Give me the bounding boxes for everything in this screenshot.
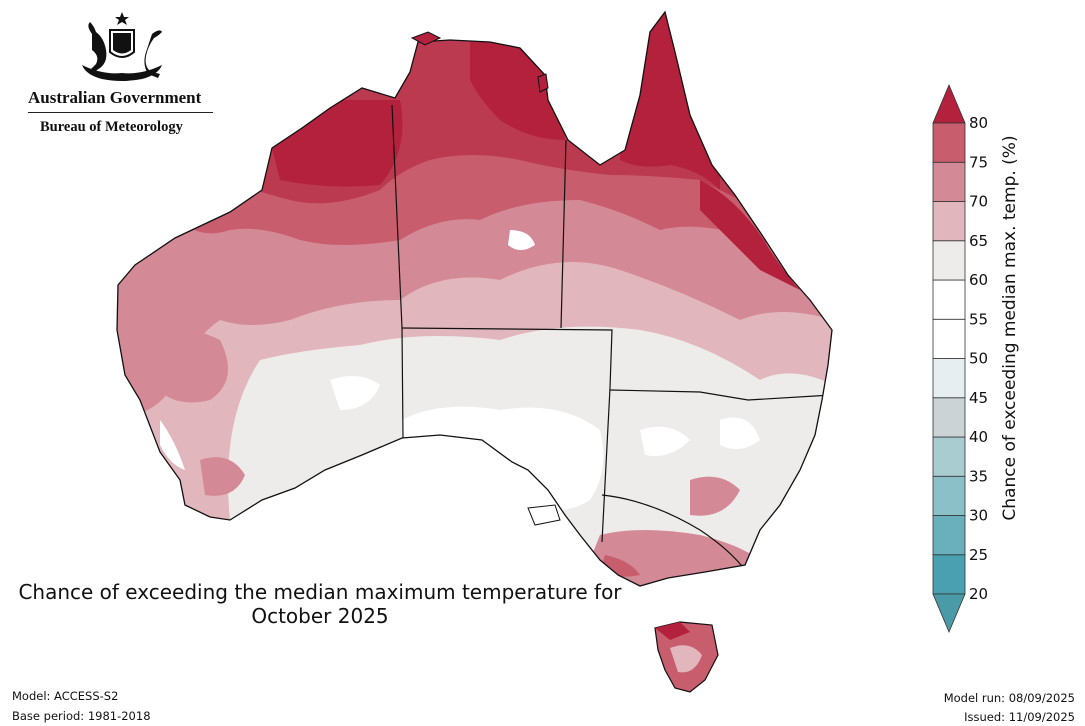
model-label: Model: ACCESS-S2	[12, 689, 119, 703]
colorbar-tick-label: 20	[969, 585, 988, 603]
colorbar-segment	[932, 279, 966, 320]
colorbar-low-arrow	[932, 593, 966, 634]
colorbar-tick-label: 40	[969, 428, 988, 446]
colorbar-tick-label: 80	[969, 114, 988, 132]
colorbar-segment	[932, 397, 966, 438]
colorbar-segment	[932, 161, 966, 202]
colorbar-segment	[932, 240, 966, 281]
colorbar-high-arrow	[932, 83, 966, 124]
base-period-label: Base period: 1981-2018	[12, 709, 151, 723]
colorbar-segment	[932, 436, 966, 477]
colorbar-tick-label: 30	[969, 507, 988, 525]
colorbar-segment	[932, 475, 966, 516]
map-title: Chance of exceeding the median maximum t…	[0, 580, 640, 628]
colorbar-tick-label: 75	[969, 153, 988, 171]
colorbar-tick-label: 25	[969, 546, 988, 564]
colorbar-tick-label: 55	[969, 310, 988, 328]
colorbar-segment	[932, 554, 966, 595]
colorbar-tick-label: 50	[969, 350, 988, 368]
colorbar-segment	[932, 358, 966, 399]
model-run-label: Model run: 08/09/2025	[943, 691, 1075, 705]
colorbar-tick-label: 70	[969, 193, 988, 211]
government-name: Australian Government	[28, 88, 202, 107]
colorbar-label: Chance of exceeding median max. temp. (%…	[1000, 135, 1020, 520]
logo-divider	[28, 112, 213, 113]
issued-label: Issued: 11/09/2025	[964, 710, 1075, 724]
colorbar-tick-label: 45	[969, 389, 988, 407]
colorbar-tick-label: 60	[969, 271, 988, 289]
colorbar-segment	[932, 122, 966, 163]
colorbar-tick-label: 65	[969, 232, 988, 250]
colorbar-segment	[932, 318, 966, 359]
coat-of-arms-logo	[82, 12, 162, 81]
agency-name: Bureau of Meteorology	[40, 119, 183, 135]
australia-map	[116, 10, 833, 693]
colorbar-tick-label: 35	[969, 467, 988, 485]
colorbar-legend: 20 25 30 35 40 45 50 55 60 65 70 75 80 Chance of exc…	[932, 83, 1020, 634]
map-title-line2: October 2025	[251, 604, 389, 628]
colorbar-segment	[932, 515, 966, 556]
map-title-line1: Chance of exceeding the median maximum t…	[18, 580, 622, 604]
colorbar-segment	[932, 201, 966, 242]
